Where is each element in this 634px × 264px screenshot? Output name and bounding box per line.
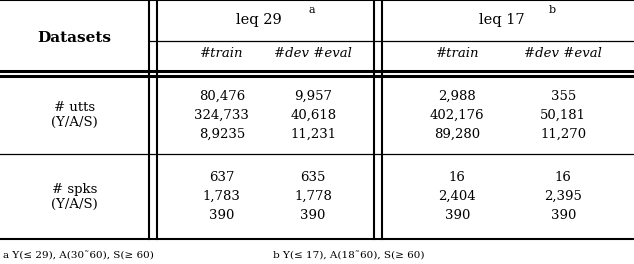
Text: 324,733: 324,733	[195, 109, 249, 122]
Text: # spks
(Y/A/S): # spks (Y/A/S)	[51, 183, 98, 211]
Text: a Y(≤ 29), A(30˜60), S(≥ 60): a Y(≤ 29), A(30˜60), S(≥ 60)	[3, 251, 154, 261]
Text: 50,181: 50,181	[540, 109, 586, 122]
Text: 1,778: 1,778	[294, 190, 332, 203]
Text: a: a	[308, 5, 315, 15]
Text: 637: 637	[209, 171, 235, 185]
Text: 390: 390	[301, 209, 326, 222]
Text: 80,476: 80,476	[198, 90, 245, 103]
Text: #train: #train	[436, 47, 479, 60]
Text: 390: 390	[444, 209, 470, 222]
Text: 2,988: 2,988	[439, 90, 476, 103]
Text: leq 17: leq 17	[479, 13, 524, 27]
Text: 11,231: 11,231	[290, 128, 336, 140]
Text: # utts
(Y/A/S): # utts (Y/A/S)	[51, 101, 98, 129]
Text: 40,618: 40,618	[290, 109, 336, 122]
Text: 355: 355	[551, 90, 576, 103]
Text: 635: 635	[301, 171, 326, 185]
Text: Datasets: Datasets	[37, 31, 112, 45]
Text: #train: #train	[200, 47, 243, 60]
Text: 2,395: 2,395	[545, 190, 582, 203]
Text: 8,9235: 8,9235	[198, 128, 245, 140]
Text: leq 29: leq 29	[236, 13, 282, 27]
Text: 9,957: 9,957	[294, 90, 332, 103]
Text: #dev #eval: #dev #eval	[275, 47, 352, 60]
Text: 402,176: 402,176	[430, 109, 484, 122]
Text: #dev #eval: #dev #eval	[524, 47, 602, 60]
Text: 11,270: 11,270	[540, 128, 586, 140]
Text: 89,280: 89,280	[434, 128, 481, 140]
Text: 390: 390	[551, 209, 576, 222]
Text: 16: 16	[555, 171, 572, 185]
Text: 1,783: 1,783	[203, 190, 241, 203]
Text: b: b	[549, 5, 556, 15]
Text: 16: 16	[449, 171, 466, 185]
Text: 2,404: 2,404	[439, 190, 476, 203]
Text: b Y(≤ 17), A(18˜60), S(≥ 60): b Y(≤ 17), A(18˜60), S(≥ 60)	[273, 251, 424, 261]
Text: 390: 390	[209, 209, 235, 222]
